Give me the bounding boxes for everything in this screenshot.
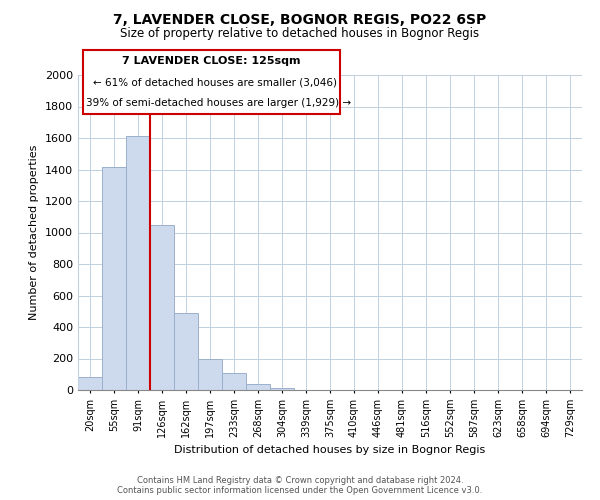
Bar xyxy=(222,372,246,390)
Bar xyxy=(126,136,150,390)
FancyBboxPatch shape xyxy=(83,50,340,114)
Text: 39% of semi-detached houses are larger (1,929) →: 39% of semi-detached houses are larger (… xyxy=(86,98,350,108)
Bar xyxy=(78,376,102,390)
X-axis label: Distribution of detached houses by size in Bognor Regis: Distribution of detached houses by size … xyxy=(175,446,485,456)
Y-axis label: Number of detached properties: Number of detached properties xyxy=(29,145,40,320)
Text: Size of property relative to detached houses in Bognor Regis: Size of property relative to detached ho… xyxy=(121,28,479,40)
Bar xyxy=(270,388,294,390)
Bar xyxy=(198,358,222,390)
Text: 7 LAVENDER CLOSE: 125sqm: 7 LAVENDER CLOSE: 125sqm xyxy=(122,56,301,66)
Bar xyxy=(150,224,174,390)
Bar xyxy=(102,167,126,390)
Text: ← 61% of detached houses are smaller (3,046): ← 61% of detached houses are smaller (3,… xyxy=(93,77,337,87)
Bar xyxy=(246,384,270,390)
Text: Contains HM Land Registry data © Crown copyright and database right 2024.
Contai: Contains HM Land Registry data © Crown c… xyxy=(118,476,482,495)
Text: 7, LAVENDER CLOSE, BOGNOR REGIS, PO22 6SP: 7, LAVENDER CLOSE, BOGNOR REGIS, PO22 6S… xyxy=(113,12,487,26)
Bar xyxy=(174,313,198,390)
